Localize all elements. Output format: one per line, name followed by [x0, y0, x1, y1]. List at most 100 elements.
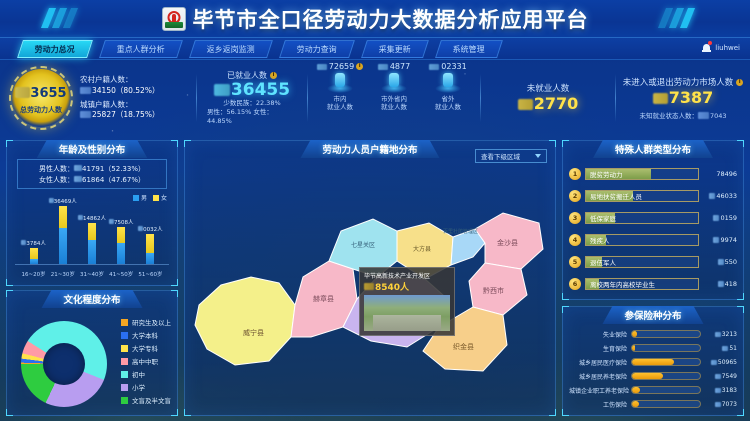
legend-item: 小学 — [121, 382, 171, 392]
urban-household-label: 城镇户籍人数： — [80, 99, 133, 109]
rank-value: 0159 — [703, 214, 737, 222]
bar-column: 36469人 — [48, 198, 77, 264]
list-item[interactable]: 6 离校两年内高校毕业生 418 — [569, 275, 737, 293]
tooltip-photo — [364, 295, 450, 331]
kpi-divider — [307, 74, 308, 122]
map-county-weining[interactable] — [194, 276, 296, 366]
info-icon[interactable]: i — [356, 63, 364, 70]
legend-item: 大学本科 — [121, 330, 171, 340]
tooltip-region-value: 8540人 — [364, 280, 450, 293]
tab-collect-update[interactable]: 采集更新 — [361, 40, 429, 58]
list-item[interactable]: 1 脱贫劳动力 78496 — [569, 165, 737, 183]
county-map[interactable]: 威宁县 赫章县 纳雍县 织金县 黔西市 金沙县 七星关区 大方县 百里杜鹃管理区… — [191, 165, 549, 409]
list-item[interactable]: 3 低保家庭 0159 — [569, 209, 737, 227]
map-county-bailiduzhuan[interactable] — [450, 228, 486, 266]
tab-label: 劳动力查询 — [296, 45, 337, 54]
info-icon[interactable]: i — [736, 78, 744, 86]
unemployed-title: 未就业人数 — [526, 84, 570, 95]
insurance-value: 7073 — [705, 401, 737, 408]
employed-value: 36455 — [213, 80, 290, 100]
tab-labor-overview[interactable]: 劳动力总况 — [17, 40, 93, 58]
list-item[interactable]: 城乡居民养老保险 7549 — [578, 372, 737, 381]
age-panel-title: 年龄及性别分布 — [37, 140, 148, 158]
insurance-value: 3213 — [705, 331, 737, 338]
insurance-value: 3183 — [705, 387, 737, 394]
user-name[interactable]: liuhwei — [715, 43, 740, 52]
rank-value: 550 — [703, 258, 737, 266]
insurance-value: 51 — [705, 345, 737, 352]
total-labor-label: 总劳动力人数 — [20, 106, 62, 114]
kpi-strip: 3655 总劳动力人数 农村户籍人数： 34150（80.52%） 城镇户籍人数… — [0, 62, 750, 134]
education-donut-chart — [21, 321, 107, 407]
map-label-qixingguan: 七星关区 — [351, 241, 375, 249]
rank-value: 418 — [703, 280, 737, 288]
insurance-bar — [631, 372, 701, 380]
insurance-value: 50965 — [705, 359, 737, 366]
list-item[interactable]: 失业保险 3213 — [602, 330, 737, 339]
special-panel-title: 特殊人群类型分布 — [593, 140, 713, 158]
tab-key-population[interactable]: 重点人群分析 — [99, 40, 183, 58]
tab-system-manage[interactable]: 系统管理 — [435, 40, 503, 58]
kpi-unemployed: 未就业人数 2770 — [481, 62, 615, 134]
legend-item: 大学专科 — [121, 343, 171, 353]
bar-column: 14862人 — [77, 215, 106, 264]
info-icon[interactable]: i — [270, 71, 277, 79]
employ-place-caption: 市外省内 就业人数 — [381, 95, 407, 112]
list-item[interactable]: 工伤保险 7073 — [602, 400, 737, 409]
map-county-jinsha[interactable] — [474, 212, 544, 270]
list-item[interactable]: 5 退伍军人 550 — [569, 253, 737, 271]
map-county-zhijin[interactable] — [422, 306, 508, 372]
gender-summary: 男性人数： 41791（52.33%） 女性人数： 61864（47.67%） — [17, 159, 167, 189]
employ-place-city: 72659 i 市内 就业人数 — [314, 62, 366, 134]
education-legend: 研究生及以上 大学本科 大学专科 高中中职 初中 小学 文盲及半文盲 — [121, 317, 171, 405]
special-rank-list: 1 脱贫劳动力 78496 2 易地扶贫搬迁人员 46033 3 低保家庭 01… — [569, 163, 737, 295]
map-label-zhijin: 织金县 — [453, 342, 474, 351]
female-count: 女性人数： 61864（47.67%） — [39, 175, 145, 184]
insurance-bar — [631, 330, 701, 338]
rank-badge: 2 — [569, 190, 581, 202]
map-label-bailiduzhuan: 百里杜鹃管理区 — [443, 228, 478, 235]
total-labor-gauge: 3655 总劳动力人数 — [9, 66, 73, 130]
list-item[interactable]: 2 易地扶贫搬迁人员 46033 — [569, 187, 737, 205]
list-item[interactable]: 城乡居民医疗保险 50965 — [578, 358, 737, 367]
employed-title: 已就业人数 i — [227, 70, 277, 81]
tab-label: 系统管理 — [452, 45, 485, 54]
edu-panel-title: 文化程度分布 — [41, 290, 142, 308]
rank-badge: 5 — [569, 256, 581, 268]
bar-column: 7508人 — [107, 219, 136, 264]
insurance-value: 7549 — [705, 373, 737, 380]
rank-bar: 残疾人 — [585, 234, 699, 246]
total-labor-value: 3655 — [12, 86, 70, 101]
kpi-divider — [196, 74, 197, 122]
insurance-panel: 参保险种分布 失业保险 3213 生育保险 51 城乡居民医疗保险 50965 … — [562, 306, 744, 416]
urban-household-value: 25827（18.75%） — [80, 110, 159, 121]
list-item[interactable]: 4 残疾人 9974 — [569, 231, 737, 249]
list-item[interactable]: 城镇企业职工养老保险 3183 — [569, 386, 737, 395]
unknown-status: 未知就业状态人数： 7043 — [639, 111, 727, 120]
unemployed-value: 2770 — [517, 94, 578, 113]
age-axis-labels: 16~20岁 21~30岁 31~40岁 41~50岁 51~60岁 — [21, 272, 163, 278]
map-tooltip: 毕节高新技术产业开发区 8540人 — [359, 267, 455, 336]
bell-icon[interactable] — [702, 41, 713, 53]
rank-badge: 4 — [569, 234, 581, 246]
legend-item: 初中 — [121, 369, 171, 379]
tooltip-region-name: 毕节高新技术产业开发区 — [364, 273, 431, 280]
region-select[interactable]: 查看下级区域 — [475, 149, 547, 163]
list-item[interactable]: 生育保险 51 — [602, 344, 737, 353]
rank-badge: 6 — [569, 278, 581, 290]
person-icon — [327, 73, 353, 93]
platform-logo-icon — [161, 7, 186, 31]
employ-place-caption: 省外 就业人数 — [435, 95, 461, 112]
map-panel: 劳动力人员户籍地分布 查看下级区域 威宁县 赫章县 纳雍县 — [184, 140, 556, 416]
bar-column: 3784人 — [19, 240, 48, 264]
age-gender-panel: 年龄及性别分布 男性人数： 41791（52.33%） 女性人数： 61864（47… — [6, 140, 178, 286]
app-header: 毕节市全口径劳动力大数据分析应用平台 — [0, 0, 750, 38]
out-of-market-title: 未进入或退出劳动力市场人数 i — [623, 76, 744, 88]
tab-return-monitor[interactable]: 返乡返岗监测 — [189, 40, 273, 58]
tab-label: 劳动力总况 — [34, 45, 75, 54]
map-label-weining: 威宁县 — [243, 328, 264, 337]
out-of-market-value: 7387 — [652, 88, 713, 107]
legend-item: 高中中职 — [121, 356, 171, 366]
tab-labor-query[interactable]: 劳动力查询 — [279, 40, 355, 58]
education-panel: 文化程度分布 研究生及以上 大学本科 大学专科 高中中职 初中 小学 文盲及半文… — [6, 290, 178, 416]
